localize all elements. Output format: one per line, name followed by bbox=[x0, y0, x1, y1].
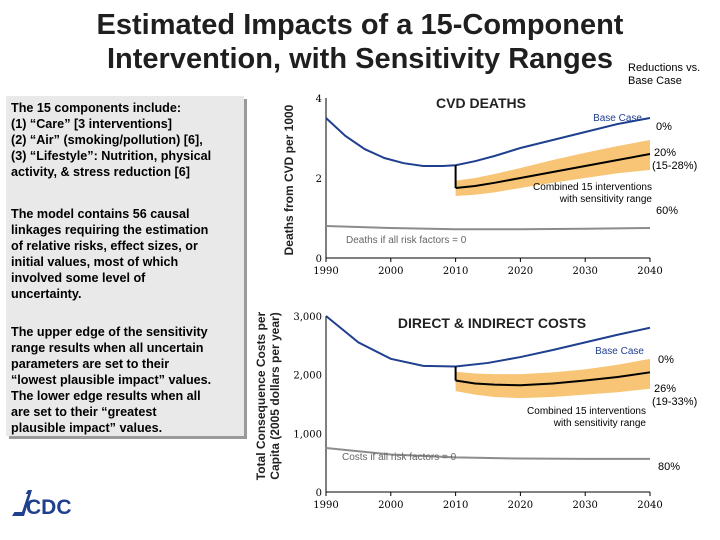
title-line-1: Estimated Impacts of a 15-Component bbox=[96, 9, 624, 41]
reduction-combined: 20% bbox=[654, 147, 676, 159]
base-case-label: Base Case bbox=[593, 113, 642, 124]
panel-text-line: “lowest plausible impact” values. bbox=[11, 373, 212, 387]
x-tick-label: 2030 bbox=[572, 266, 597, 277]
combined-label-line-2: with sensitivity range bbox=[559, 194, 653, 205]
x-tick-label: 1990 bbox=[313, 500, 338, 511]
title-line-2: Intervention, with Sensitivity Ranges bbox=[107, 43, 613, 75]
risk-factors-label: Deaths if all risk factors = 0 bbox=[346, 235, 467, 246]
slide-title: Estimated Impacts of a 15-Component Inte… bbox=[90, 8, 630, 76]
risk-factors-label: Costs if all risk factors = 0 bbox=[342, 452, 457, 463]
panel-text-line: plausible impact” values. bbox=[11, 421, 163, 435]
description-panel: The 15 components include: (1) “Care” [3 … bbox=[6, 96, 244, 436]
reduction-combined-range: (19-33%) bbox=[652, 396, 697, 408]
x-tick-label: 2020 bbox=[508, 266, 533, 277]
y-tick-label: 3,000 bbox=[293, 312, 322, 323]
reduction-risk-factors: 60% bbox=[656, 205, 678, 217]
combined-interventions-line bbox=[455, 371, 651, 387]
reduction-base-case: 0% bbox=[656, 121, 672, 133]
panel-text-line: The 15 components include: bbox=[11, 101, 182, 115]
cdc-logo-text: CDC bbox=[26, 496, 72, 519]
y-tick-label: 0 bbox=[316, 254, 322, 265]
panel-text-line: range results when all uncertain bbox=[11, 341, 204, 355]
panel-text-line: activity, & stress reduction [6] bbox=[11, 165, 190, 179]
model-paragraph: The model contains 56 causal linkages req… bbox=[11, 206, 208, 302]
risk-factors-zero-line bbox=[325, 447, 650, 460]
sensitivity-range-band bbox=[455, 358, 650, 399]
combined-label-line-1: Combined 15 interventions bbox=[527, 406, 646, 417]
base-case-label: Base Case bbox=[595, 346, 644, 357]
chart-title: DIRECT & INDIRECT COSTS bbox=[398, 315, 586, 331]
reductions-header: Reductions vs. Base Case bbox=[628, 62, 720, 88]
reductions-header-line-1: Reductions vs. bbox=[628, 62, 701, 74]
panel-text-line: involved some level of bbox=[11, 271, 146, 285]
combined-label-line-1: Combined 15 interventions bbox=[533, 182, 652, 193]
cvd-deaths-chart: 1990 2000 2010 2020 2030 2040 0 2 4 CVD DEATHS Bas… bbox=[313, 94, 697, 277]
panel-text-line: of relative risks, effect sizes, or bbox=[11, 239, 198, 253]
y-tick-label: 1,000 bbox=[293, 429, 322, 440]
combined-interventions-line bbox=[455, 153, 651, 189]
risk-factors-zero-line bbox=[325, 225, 651, 231]
panel-text-line: linkages requiring the estimation bbox=[11, 223, 209, 237]
panel-text-line: (2) “Air” (smoking/pollution) [6], bbox=[11, 133, 203, 147]
x-tick-label: 2040 bbox=[637, 500, 662, 511]
panel-text-line: (3) “Lifestyle”: Nutrition, physical bbox=[11, 149, 212, 163]
panel-text-line: The model contains 56 causal bbox=[11, 207, 190, 221]
x-tick-label: 1990 bbox=[313, 266, 338, 277]
y-tick-label: 0 bbox=[316, 488, 322, 499]
components-paragraph: The 15 components include: (1) “Care” [3 … bbox=[11, 100, 211, 180]
reductions-header-line-2: Base Case bbox=[628, 75, 682, 87]
sensitivity-paragraph: The upper edge of the sensitivity range r… bbox=[11, 324, 211, 436]
panel-text-line: The upper edge of the sensitivity bbox=[11, 325, 208, 339]
x-tick-label: 2000 bbox=[378, 500, 403, 511]
y-tick-label: 2 bbox=[316, 174, 322, 185]
reduction-base-case: 0% bbox=[658, 354, 674, 366]
reduction-combined-range: (15-28%) bbox=[652, 160, 697, 172]
panel-text-line: (1) “Care” [3 interventions] bbox=[11, 117, 172, 131]
reduction-combined: 26% bbox=[654, 383, 676, 395]
eagle-mark bbox=[12, 490, 32, 516]
x-tick-label: 2010 bbox=[443, 266, 468, 277]
panel-text-line: parameters are set to their bbox=[11, 357, 170, 371]
reduction-risk-factors: 80% bbox=[658, 461, 680, 473]
x-tick-label: 2020 bbox=[508, 500, 533, 511]
chart-title: CVD DEATHS bbox=[436, 95, 526, 111]
combined-label-line-2: with sensitivity range bbox=[553, 418, 647, 429]
base-case-line bbox=[325, 315, 651, 368]
panel-text-line: are set to their “greatest bbox=[11, 405, 157, 419]
cdc-logo: CDC bbox=[10, 482, 72, 522]
x-tick-label: 2030 bbox=[572, 500, 597, 511]
x-tick-label: 2010 bbox=[443, 500, 468, 511]
x-tick-label: 2040 bbox=[637, 266, 662, 277]
panel-text-line: uncertainty. bbox=[11, 287, 82, 301]
x-tick-label: 2000 bbox=[378, 266, 403, 277]
y-tick-label: 2,000 bbox=[293, 371, 322, 382]
y-tick-label: 4 bbox=[316, 94, 322, 105]
panel-text-line: The lower edge results when all bbox=[11, 389, 201, 403]
panel-text-line: initial values, most of which bbox=[11, 255, 179, 269]
